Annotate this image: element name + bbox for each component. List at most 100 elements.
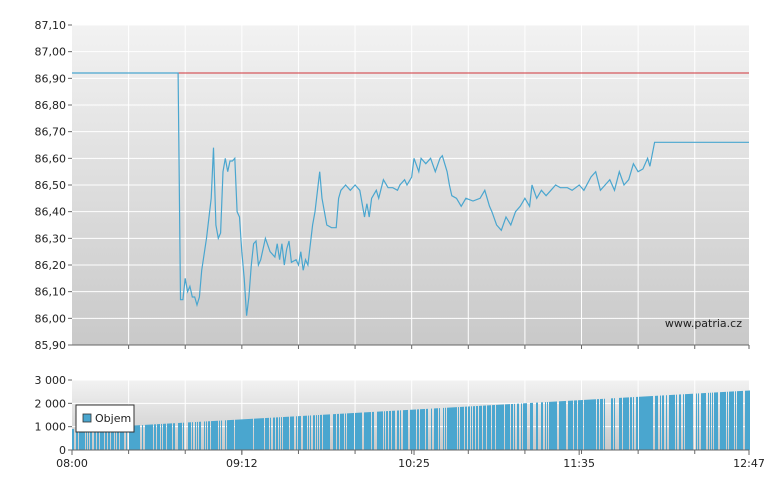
volume-bar xyxy=(631,397,632,450)
volume-bar xyxy=(602,398,603,450)
volume-bar xyxy=(103,427,104,450)
volume-bar xyxy=(276,417,277,450)
volume-bar xyxy=(334,414,335,450)
price-y-tick-label: 86,00 xyxy=(35,312,67,325)
volume-bar xyxy=(135,425,136,450)
volume-bar xyxy=(335,414,336,450)
volume-bar xyxy=(483,405,484,450)
volume-bar xyxy=(407,409,408,450)
volume-bar xyxy=(324,414,325,450)
volume-bar xyxy=(392,410,393,450)
volume-bar xyxy=(480,405,481,450)
volume-bar xyxy=(379,411,380,450)
volume-bar xyxy=(130,425,131,450)
volume-bar xyxy=(296,416,297,450)
volume-bar xyxy=(243,419,244,450)
volume-bar xyxy=(496,404,497,450)
price-y-tick-label: 86,90 xyxy=(35,72,67,85)
volume-bar xyxy=(190,422,191,450)
volume-bar xyxy=(463,406,464,450)
volume-bar xyxy=(352,413,353,450)
volume-bar xyxy=(382,411,383,450)
legend-swatch xyxy=(82,413,92,423)
volume-bar xyxy=(481,405,482,450)
volume-bar xyxy=(366,412,367,450)
volume-bar xyxy=(142,425,143,450)
volume-bar xyxy=(509,404,510,450)
volume-bar xyxy=(649,396,650,450)
volume-bar xyxy=(663,395,664,450)
volume-bar xyxy=(714,392,715,450)
volume-bar xyxy=(163,423,164,450)
volume-bar xyxy=(639,396,640,450)
volume-bar xyxy=(338,413,339,450)
x-tick-label: 12:47 xyxy=(733,457,765,470)
volume-bar xyxy=(164,423,165,450)
volume-bar xyxy=(645,396,646,450)
volume-bar xyxy=(360,412,361,450)
volume-bar xyxy=(152,424,153,450)
volume-bar xyxy=(76,428,77,450)
volume-bar xyxy=(717,392,718,450)
volume-bar xyxy=(565,400,566,450)
volume-bar xyxy=(562,401,563,450)
volume-bar xyxy=(674,394,675,450)
volume-bar xyxy=(559,401,560,450)
volume-bar xyxy=(313,415,314,450)
volume-bar xyxy=(350,413,351,450)
volume-bar xyxy=(292,416,293,450)
volume-bar xyxy=(511,404,512,450)
volume-bar xyxy=(738,391,739,450)
volume-bar xyxy=(262,418,263,450)
volume-bar xyxy=(169,423,170,450)
volume-bar xyxy=(592,399,593,450)
volume-bar xyxy=(601,398,602,450)
price-y-tick-label: 86,50 xyxy=(35,179,67,192)
volume-bar xyxy=(73,428,74,450)
volume-bar xyxy=(348,413,349,450)
volume-bar xyxy=(314,415,315,450)
volume-bar xyxy=(698,393,699,450)
volume-bar xyxy=(97,427,98,450)
volume-bar xyxy=(208,421,209,450)
volume-bar xyxy=(387,411,388,450)
volume-bar xyxy=(680,394,681,450)
volume-bar xyxy=(373,411,374,450)
volume-bar xyxy=(378,411,379,450)
volume-bar xyxy=(503,404,504,450)
volume-bar xyxy=(748,390,749,450)
volume-bar xyxy=(735,391,736,450)
volume-bar xyxy=(720,392,721,450)
volume-bar xyxy=(215,420,216,450)
volume-bar xyxy=(633,397,634,450)
volume-bar xyxy=(242,419,243,450)
volume-bar xyxy=(227,420,228,450)
volume-bar xyxy=(283,417,284,450)
volume-bar xyxy=(183,422,184,450)
volume-bar xyxy=(328,414,329,450)
volume-bar xyxy=(560,401,561,450)
volume-bar xyxy=(417,409,418,450)
volume-bar xyxy=(219,420,220,450)
volume-bar xyxy=(447,407,448,450)
volume-bar xyxy=(644,396,645,450)
volume-bar xyxy=(742,390,743,450)
volume-bar xyxy=(259,418,260,450)
volume-bar xyxy=(246,419,247,450)
volume-bar xyxy=(436,408,437,450)
volume-bar xyxy=(679,394,680,450)
volume-bar xyxy=(460,406,461,450)
volume-bar xyxy=(88,428,89,450)
volume-y-tick-label: 3 000 xyxy=(35,374,67,387)
volume-bar xyxy=(508,404,509,450)
volume-bar xyxy=(277,417,278,450)
price-y-tick-label: 86,10 xyxy=(35,286,67,299)
volume-bar xyxy=(469,406,470,450)
x-tick-label: 09:12 xyxy=(226,457,258,470)
volume-bar xyxy=(563,401,564,450)
volume-bar xyxy=(721,392,722,450)
volume-bar xyxy=(628,397,629,450)
volume-bar xyxy=(449,407,450,450)
volume-bar xyxy=(656,395,657,450)
volume-bar xyxy=(723,391,724,450)
